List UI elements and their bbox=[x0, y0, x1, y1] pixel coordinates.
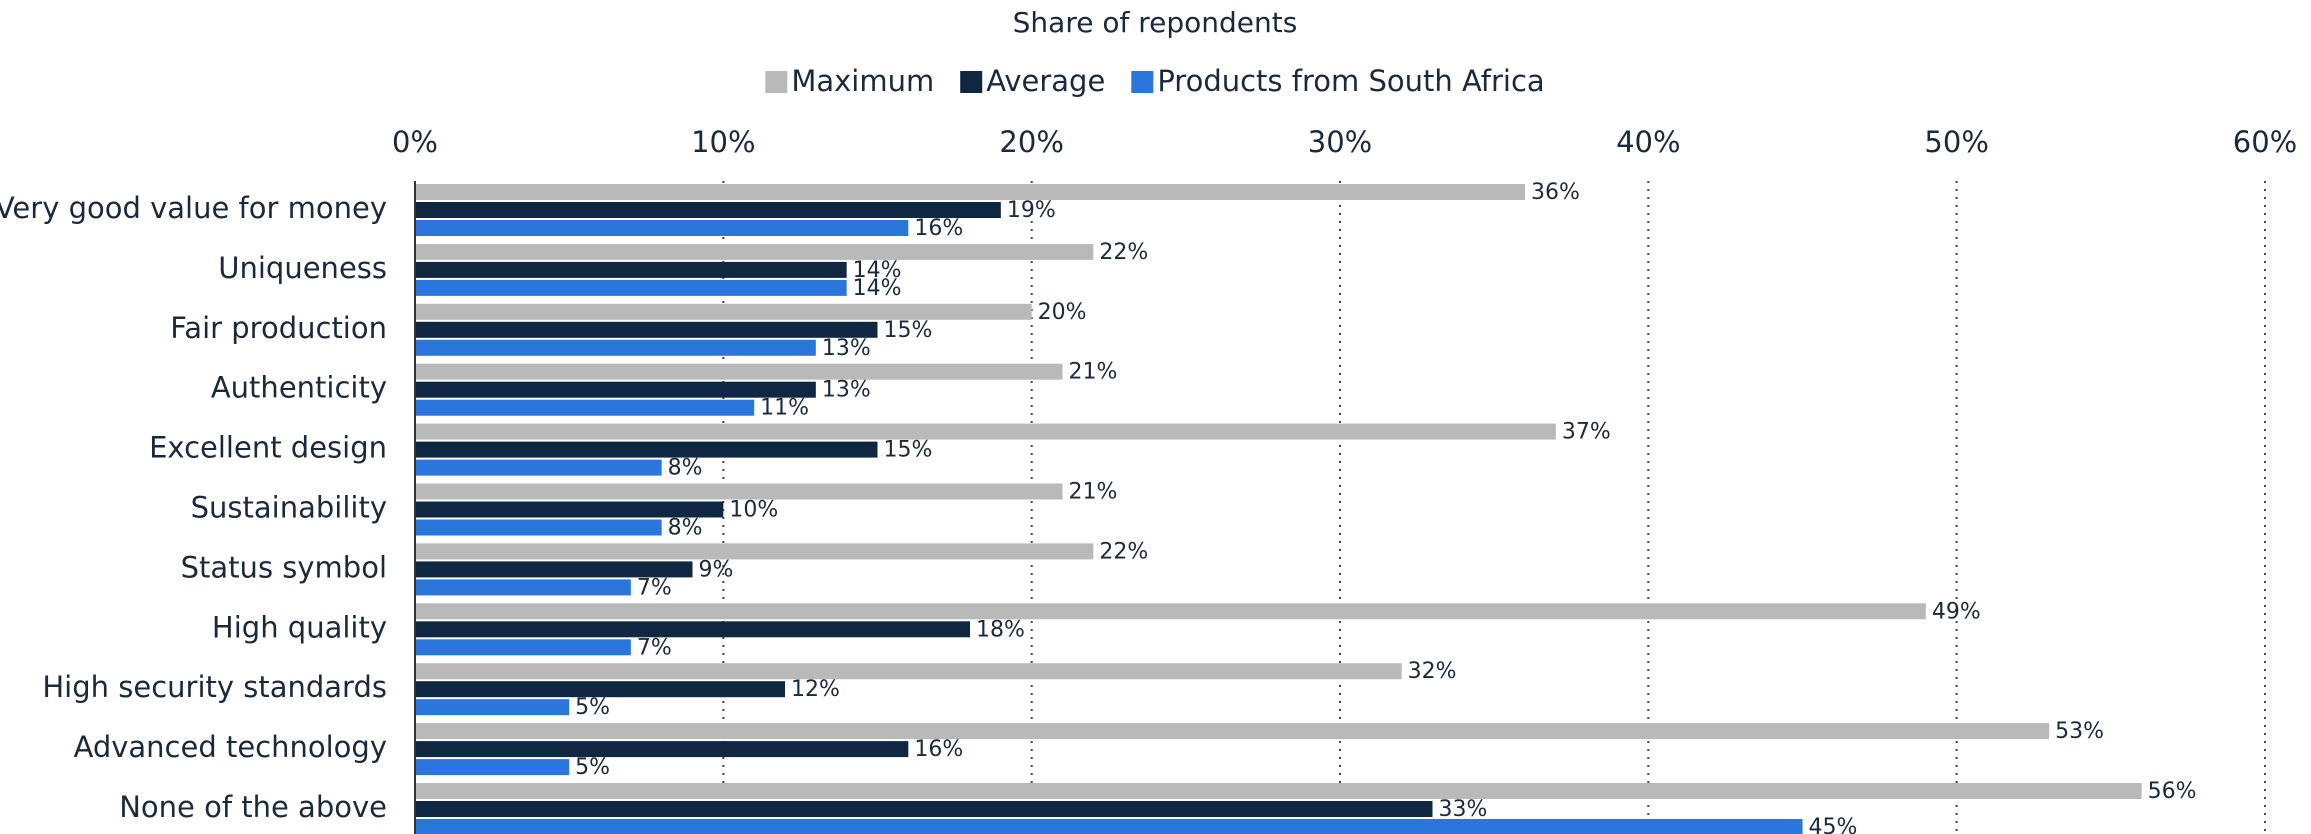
bar bbox=[415, 423, 1556, 440]
legend-swatch bbox=[960, 71, 983, 93]
value-label: 9% bbox=[699, 557, 734, 582]
category-label: Uniqueness bbox=[218, 251, 387, 285]
legend-label: Average bbox=[986, 64, 1105, 98]
x-tick-label: 0% bbox=[392, 125, 438, 159]
value-label: 11% bbox=[760, 396, 809, 421]
legend-swatch bbox=[765, 71, 788, 93]
bar bbox=[415, 741, 909, 758]
value-label: 13% bbox=[822, 336, 871, 361]
value-label: 18% bbox=[976, 617, 1025, 642]
bar bbox=[415, 819, 1803, 834]
category-label: High quality bbox=[212, 610, 387, 644]
bar bbox=[415, 603, 1926, 620]
bar bbox=[415, 699, 570, 716]
bar bbox=[415, 399, 755, 416]
value-label: 53% bbox=[2055, 719, 2104, 744]
value-label: 12% bbox=[791, 677, 840, 702]
bar bbox=[415, 501, 724, 518]
value-label: 14% bbox=[853, 258, 902, 283]
category-label: Fair production bbox=[170, 311, 387, 345]
value-label: 22% bbox=[1099, 539, 1148, 564]
value-label: 21% bbox=[1069, 480, 1118, 505]
value-label: 5% bbox=[575, 755, 610, 780]
value-label: 16% bbox=[914, 216, 963, 241]
bar bbox=[415, 783, 2142, 799]
category-label: Status symbol bbox=[181, 550, 387, 584]
value-label: 22% bbox=[1099, 240, 1148, 265]
x-tick-label: 40% bbox=[1616, 125, 1680, 159]
category-label: Advanced technology bbox=[74, 730, 388, 764]
category-label: High security standards bbox=[42, 670, 387, 704]
value-label: 37% bbox=[1562, 420, 1611, 445]
category-label: Very good value for money bbox=[0, 191, 387, 225]
category-label: None of the above bbox=[119, 790, 387, 824]
value-label: 14% bbox=[853, 276, 902, 301]
value-label: 13% bbox=[822, 378, 871, 403]
value-label: 21% bbox=[1069, 360, 1118, 385]
value-label: 8% bbox=[668, 456, 703, 481]
legend-label: Maximum bbox=[791, 64, 934, 98]
bar bbox=[415, 202, 1001, 218]
bar bbox=[415, 321, 878, 338]
bar bbox=[415, 243, 1094, 260]
value-label: 45% bbox=[1809, 815, 1858, 834]
bar bbox=[415, 579, 631, 596]
bar bbox=[415, 801, 1433, 817]
x-tick-label: 10% bbox=[691, 125, 755, 159]
chart-title: Share of repondents bbox=[1013, 6, 1298, 39]
value-label: 7% bbox=[637, 575, 672, 600]
bar bbox=[415, 441, 878, 458]
value-label: 32% bbox=[1408, 659, 1457, 684]
category-label: Excellent design bbox=[149, 431, 387, 465]
category-label: Sustainability bbox=[191, 491, 387, 525]
bar bbox=[415, 759, 570, 776]
legend-swatch bbox=[1131, 71, 1154, 93]
bar bbox=[415, 363, 1063, 380]
x-tick-label: 60% bbox=[2233, 125, 2297, 159]
bar bbox=[415, 381, 816, 398]
bar bbox=[415, 621, 970, 638]
bar bbox=[415, 339, 816, 356]
value-label: 8% bbox=[668, 516, 703, 541]
bar bbox=[415, 681, 785, 698]
value-label: 19% bbox=[1007, 198, 1056, 223]
bar bbox=[415, 543, 1094, 560]
value-label: 20% bbox=[1038, 300, 1087, 325]
bar bbox=[415, 220, 909, 236]
value-label: 33% bbox=[1439, 797, 1488, 822]
bar bbox=[415, 261, 847, 278]
value-label: 36% bbox=[1531, 180, 1580, 205]
bar bbox=[415, 184, 1525, 200]
bar bbox=[415, 303, 1032, 320]
category-label: Authenticity bbox=[211, 371, 387, 405]
bar bbox=[415, 459, 662, 476]
x-tick-label: 30% bbox=[1308, 125, 1372, 159]
bar bbox=[415, 279, 847, 296]
x-tick-label: 20% bbox=[999, 125, 1063, 159]
bar bbox=[415, 639, 631, 656]
bar bbox=[415, 561, 693, 578]
legend-label: Products from South Africa bbox=[1157, 64, 1544, 98]
bar bbox=[415, 723, 2050, 740]
value-label: 49% bbox=[1932, 599, 1981, 624]
value-label: 15% bbox=[884, 318, 933, 343]
value-label: 16% bbox=[914, 737, 963, 762]
x-tick-label: 50% bbox=[1924, 125, 1988, 159]
value-label: 56% bbox=[2148, 779, 2197, 804]
value-label: 7% bbox=[637, 635, 672, 660]
value-label: 15% bbox=[884, 438, 933, 463]
value-label: 10% bbox=[729, 498, 778, 523]
bar bbox=[415, 483, 1063, 500]
bar bbox=[415, 663, 1402, 680]
bar bbox=[415, 519, 662, 536]
value-label: 5% bbox=[575, 695, 610, 720]
